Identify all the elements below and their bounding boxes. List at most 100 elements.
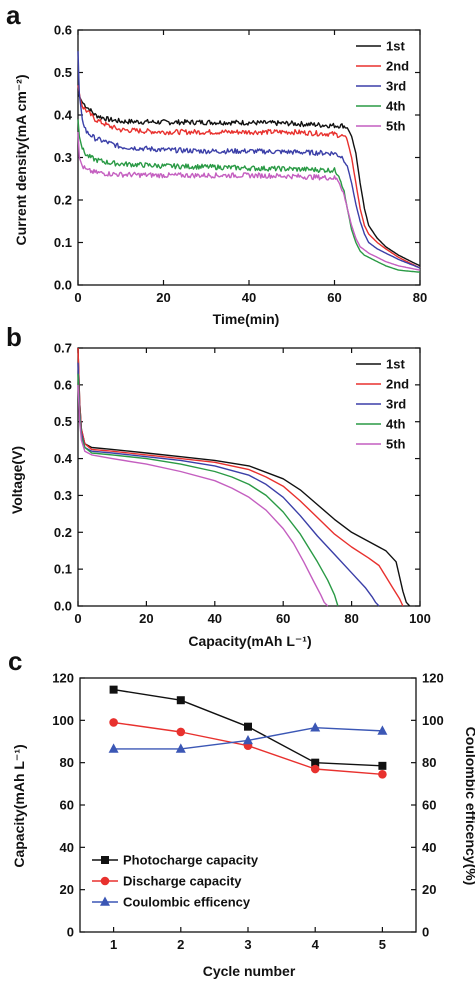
panel-a-xlabel: Time(min) — [213, 311, 280, 327]
data-point-coulombic-efficency — [310, 722, 321, 732]
x-tick-label: 20 — [156, 290, 170, 305]
y-tick-label: 0.7 — [54, 341, 72, 356]
panel-b-plot: 0 20 40 60 80 100 0.0 0.1 0.2 0.3 0.4 0.5 0.6 0.7 1st 2… — [54, 341, 431, 627]
y-tick-label: 0 — [67, 925, 74, 940]
y-tick-label: 40 — [60, 840, 74, 855]
legend-label: 3rd — [386, 79, 406, 94]
x-tick-label: 40 — [242, 290, 256, 305]
series-line-5th — [77, 131, 421, 271]
data-point-coulombic-efficency — [108, 743, 119, 753]
x-tick-label: 80 — [413, 290, 427, 305]
data-point-photocharge-capacity — [244, 722, 252, 731]
x-tick-label: 80 — [344, 611, 358, 626]
y2-tick-label: 120 — [422, 671, 444, 686]
y-tick-label: 0.2 — [54, 193, 72, 208]
legend-label: 4th — [386, 417, 406, 432]
panel-c-plot: 1 2 3 4 5 0 20 40 60 80 100 120 0 20 40 60 80 100 120 Photo… — [52, 671, 443, 953]
data-point-photocharge-capacity — [176, 696, 185, 705]
data-point-discharge-capacity — [176, 727, 186, 737]
y-tick-label: 100 — [52, 713, 74, 728]
legend-label: 1st — [386, 357, 405, 372]
y-tick-label: 0.5 — [54, 65, 72, 80]
y-tick-label: 0.5 — [54, 414, 72, 429]
data-point-photocharge-capacity — [378, 761, 387, 770]
y2-tick-label: 80 — [422, 755, 436, 770]
panel-b-xlabel: Capacity(mAh L⁻¹) — [188, 633, 311, 649]
x-tick-label: 60 — [276, 611, 290, 626]
y-tick-label: 0.6 — [54, 377, 72, 392]
panel-b-frame — [77, 347, 421, 607]
y-tick-label: 0.4 — [54, 451, 73, 466]
series-line-3rd — [77, 51, 421, 269]
y-tick-label: 0.4 — [54, 108, 73, 123]
x-tick-label: 0 — [74, 611, 81, 626]
y2-tick-label: 60 — [422, 798, 436, 813]
panel-b-ylabel: Voltage(V) — [9, 446, 25, 514]
x-tick-label: 0 — [74, 290, 81, 305]
panel-a-frame — [77, 29, 421, 286]
y-tick-label: 0.3 — [54, 488, 72, 503]
legend-marker — [100, 896, 110, 906]
series-line-5th — [77, 384, 329, 607]
data-point-coulombic-efficency — [377, 725, 388, 735]
series-line-2nd — [77, 85, 421, 269]
series-line-3rd — [77, 362, 380, 607]
y-tick-label: 0.6 — [54, 23, 72, 38]
panel-a-plot: 0 20 40 60 80 0.0 0.1 0.2 0.3 0.4 0.5 0.6 1st 2nd 3rd 4… — [54, 23, 427, 306]
legend-label: 5th — [386, 437, 406, 452]
y-tick-label: 0.3 — [54, 150, 72, 165]
y2-tick-label: 40 — [422, 840, 436, 855]
data-point-coulombic-efficency — [175, 743, 186, 753]
legend-label: 2nd — [386, 59, 409, 74]
series-line-4th — [77, 119, 421, 273]
legend-label: Photocharge capacity — [123, 853, 259, 868]
x-tick-label: 4 — [312, 937, 320, 952]
y2-tick-label: 0 — [422, 925, 429, 940]
series-line-4th — [77, 373, 339, 607]
panel-c-y2label: Coulombic efficency(%) — [463, 727, 475, 886]
x-tick-label: 5 — [379, 937, 386, 952]
legend-label: 5th — [386, 119, 406, 134]
legend-marker — [101, 856, 109, 864]
x-tick-label: 100 — [409, 611, 431, 626]
panel-a-ylabel: Current density(mA cm⁻²) — [13, 74, 29, 245]
x-tick-label: 2 — [177, 937, 184, 952]
x-tick-label: 1 — [110, 937, 117, 952]
panel-a-letter: a — [6, 0, 21, 30]
y2-tick-label: 100 — [422, 713, 444, 728]
legend-label: Coulombic efficency — [123, 895, 251, 910]
x-tick-label: 60 — [327, 290, 341, 305]
legend-label: 4th — [386, 99, 406, 114]
legend-marker — [100, 876, 110, 886]
y-tick-label: 20 — [60, 882, 74, 897]
y-tick-label: 80 — [60, 755, 74, 770]
legend-label: 1st — [386, 39, 405, 54]
y-tick-label: 0.0 — [54, 278, 72, 293]
panel-c-xlabel: Cycle number — [203, 963, 296, 979]
series-line-2nd — [77, 347, 404, 607]
y-tick-label: 0.0 — [54, 599, 72, 614]
series-line-1st — [77, 93, 421, 267]
series-line-1st — [77, 347, 411, 607]
y-tick-label: 0.2 — [54, 525, 72, 540]
panel-c-ylabel: Capacity(mAh L⁻¹) — [11, 744, 27, 867]
panel-b-letter: b — [6, 322, 22, 352]
x-tick-label: 40 — [208, 611, 222, 626]
legend-label: 2nd — [386, 377, 409, 392]
y-tick-label: 60 — [60, 798, 74, 813]
data-point-coulombic-efficency — [243, 734, 253, 745]
y-tick-label: 0.1 — [54, 562, 72, 577]
x-tick-label: 3 — [244, 937, 251, 952]
x-tick-label: 20 — [139, 611, 153, 626]
legend-label: 3rd — [386, 397, 406, 412]
legend-label: Discharge capacity — [123, 874, 242, 889]
y2-tick-label: 20 — [422, 882, 436, 897]
data-point-discharge-capacity — [109, 718, 118, 727]
y-tick-label: 120 — [52, 671, 74, 686]
data-point-discharge-capacity — [310, 764, 320, 774]
panel-c-letter: c — [8, 646, 22, 676]
data-point-photocharge-capacity — [109, 685, 118, 694]
data-point-photocharge-capacity — [311, 758, 320, 767]
data-point-discharge-capacity — [378, 770, 387, 779]
